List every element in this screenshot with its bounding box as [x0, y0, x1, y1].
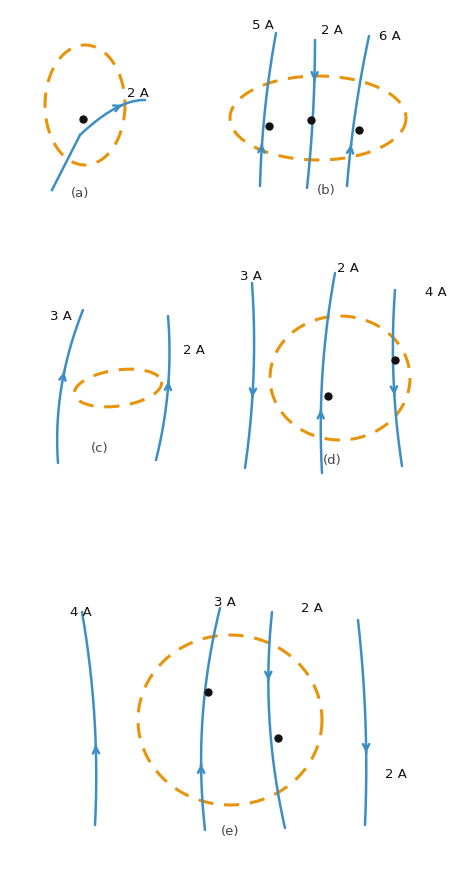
Text: (d): (d) [322, 454, 341, 467]
Text: (e): (e) [221, 826, 239, 838]
Text: 3 A: 3 A [50, 309, 72, 323]
Text: 2 A: 2 A [183, 344, 205, 356]
Text: (b): (b) [316, 183, 335, 197]
Text: 2 A: 2 A [301, 602, 323, 615]
Text: 4 A: 4 A [70, 605, 92, 618]
Text: 4 A: 4 A [425, 286, 447, 299]
Text: (c): (c) [91, 441, 109, 455]
Text: 2 A: 2 A [385, 768, 407, 781]
Text: (a): (a) [71, 186, 89, 199]
Text: 2 A: 2 A [337, 261, 359, 275]
Text: 5 A: 5 A [252, 19, 274, 32]
Text: 2 A: 2 A [321, 24, 343, 36]
Text: 3 A: 3 A [240, 269, 262, 283]
Text: 2 A: 2 A [127, 87, 149, 99]
Text: 3 A: 3 A [214, 595, 236, 609]
Text: 6 A: 6 A [379, 29, 401, 43]
